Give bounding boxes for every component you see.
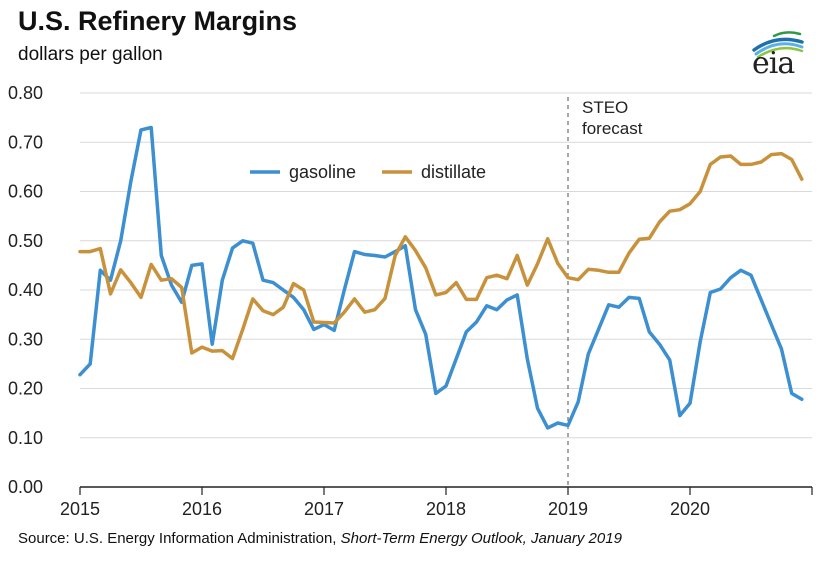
y-tick-label: 0.30 (8, 329, 43, 349)
forecast-marker: STEO forecast (567, 97, 643, 487)
x-tick-label: 2017 (304, 499, 344, 519)
series-line-gasoline (78, 125, 804, 430)
eia-logo-swoosh-icon (752, 31, 804, 58)
y-tick-label: 0.20 (8, 379, 43, 399)
y-tick-label: 0.10 (8, 428, 43, 448)
chart-axes: 0.00 0.10 0.20 0.30 0.40 0.50 0.60 0.70 0.80 2015… (8, 83, 813, 519)
chart-title: U.S. Refinery Margins (18, 6, 298, 36)
series-layer (78, 125, 804, 430)
source-prefix: Source: U.S. Energy Information Administ… (18, 530, 341, 547)
forecast-label-line2: forecast (582, 119, 643, 138)
eia-logo: eia (746, 28, 806, 81)
chart-subtitle: dollars per gallon (18, 44, 163, 65)
x-tick-label: 2016 (182, 499, 222, 519)
x-tick-label: 2015 (60, 499, 100, 519)
series-line-distillate (78, 151, 804, 361)
source-note: Source: U.S. Energy Information Administ… (18, 530, 622, 547)
source-publication: Short-Term Energy Outlook, January 2019 (340, 530, 622, 547)
y-tick-label: 0.40 (8, 280, 43, 300)
y-tick-label: 0.80 (8, 83, 43, 103)
x-tick-label: 2019 (548, 499, 588, 519)
y-tick-label: 0.70 (8, 132, 43, 152)
y-tick-label: 0.60 (8, 182, 43, 202)
eia-logo-text: eia (752, 46, 795, 81)
chart-legend: gasoline distillate (250, 162, 486, 182)
legend-label-gasoline: gasoline (289, 162, 356, 182)
legend-label-distillate: distillate (421, 162, 486, 182)
y-tick-label: 0.50 (8, 231, 43, 251)
forecast-label-line1: STEO (582, 98, 628, 117)
y-tick-label: 0.00 (8, 477, 43, 497)
x-tick-label: 2018 (426, 499, 466, 519)
x-tick-label: 2020 (670, 499, 710, 519)
